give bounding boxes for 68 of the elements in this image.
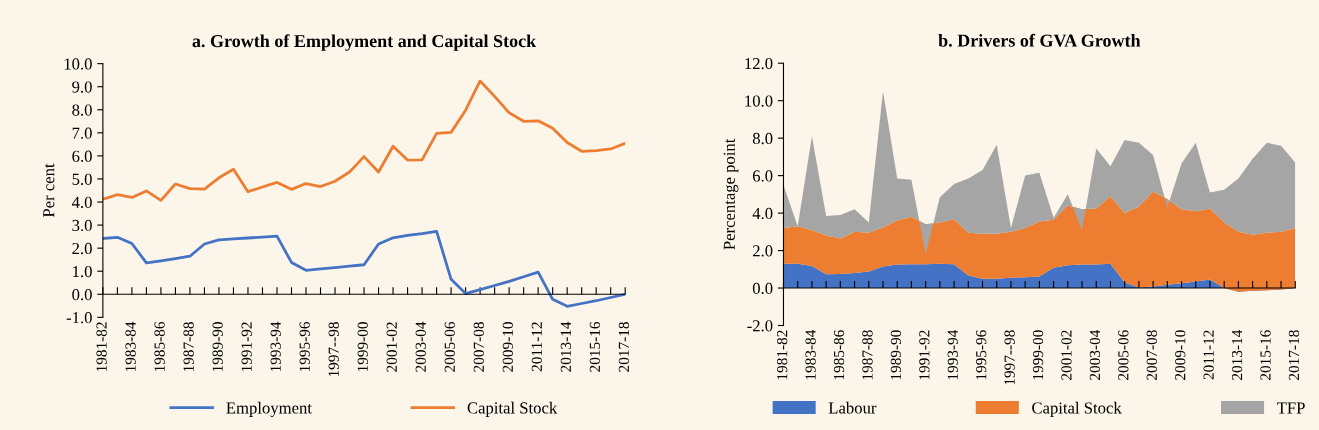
x-tick-label: 1985-86 xyxy=(833,330,845,380)
x-tick-label: 2003-04 xyxy=(415,321,426,372)
x-tick-label: 1985-86 xyxy=(154,321,165,372)
y-tick-label: 4.0 xyxy=(71,196,92,209)
y-tick-label: 5.0 xyxy=(72,173,92,185)
y-tick-label: 7.0 xyxy=(72,127,92,139)
legend-label: Labour xyxy=(828,401,877,414)
x-tick-label: 1993-94 xyxy=(270,321,281,372)
x-tick-label: 2015-16 xyxy=(589,321,601,372)
x-tick-label: 1989-90 xyxy=(890,330,902,380)
x-tick-label: 2009-10 xyxy=(1175,330,1186,380)
legend-label: Capital Stock xyxy=(1032,401,1122,417)
x-tick-label: 1981-82 xyxy=(96,322,107,372)
y-tick-label: 8.0 xyxy=(72,104,92,116)
chart-title: b. Drivers of GVA Growth xyxy=(938,33,1141,47)
x-tick-label: 2005-06 xyxy=(444,321,455,372)
line-series xyxy=(102,79,626,202)
y-tick-label: 6.0 xyxy=(752,170,773,182)
chart-title: a. Growth of Employment and Capital Stock xyxy=(192,34,537,51)
y-tick-label: 2.0 xyxy=(72,242,92,255)
y-tick-label: 4.0 xyxy=(752,207,773,220)
y-tick-label: 10.0 xyxy=(745,95,773,107)
legend-label: TFP xyxy=(1277,402,1305,414)
x-tick-label: 1983-84 xyxy=(805,329,816,380)
x-tick-label: 1995-96 xyxy=(299,321,310,372)
x-tick-label: 2011-12 xyxy=(531,322,542,372)
y-tick-label: 0.0 xyxy=(72,288,92,301)
x-tick-label: 1997--98 xyxy=(1004,330,1015,385)
y-tick-label: 0.0 xyxy=(752,282,773,295)
y-tick-label: 2.0 xyxy=(752,245,773,257)
x-tick-label: 1989-90 xyxy=(212,322,223,372)
legend-label: Capital Stock xyxy=(467,401,558,417)
y-tick-label: 3.0 xyxy=(72,219,92,232)
x-tick-label: 2015-16 xyxy=(1260,330,1271,380)
y-axis-title: Percentage point xyxy=(723,138,739,250)
x-tick-label: 1993-94 xyxy=(947,329,958,380)
y-tick-label: -2.0 xyxy=(747,320,773,332)
x-tick-label: 2013-14 xyxy=(560,321,571,372)
x-tick-label: 1991-92 xyxy=(919,330,930,380)
x-tick-label: 2017-18 xyxy=(618,322,630,372)
x-tick-label: 2007-08 xyxy=(473,322,484,372)
y-tick-label: 6.0 xyxy=(72,150,92,162)
x-tick-label: 2011-12 xyxy=(1203,330,1214,380)
x-tick-label: 1987-88 xyxy=(183,322,194,372)
y-tick-label: 10.0 xyxy=(64,58,92,70)
x-tick-label: 1999-00 xyxy=(357,322,368,372)
y-tick-label: 1.0 xyxy=(73,265,92,278)
x-tick-label: 2005-06 xyxy=(1118,330,1129,380)
x-tick-label: 1991-92 xyxy=(241,322,252,372)
y-tick-label: 8.0 xyxy=(752,132,773,145)
x-tick-label: 1987-88 xyxy=(862,330,873,380)
y-tick-label: 12.0 xyxy=(745,57,773,70)
x-tick-label: 2003-04 xyxy=(1089,329,1101,380)
x-tick-label: 1981-82 xyxy=(777,330,788,380)
x-tick-label: 1995-96 xyxy=(976,330,987,380)
y-axis-title: Per cent xyxy=(43,163,55,218)
x-tick-label: 2017-18 xyxy=(1288,330,1300,380)
legend-label: Employment xyxy=(226,401,312,417)
x-tick-label: 2001-02 xyxy=(1061,330,1072,380)
x-tick-label: 2009-10 xyxy=(502,322,513,372)
y-tick-label: 9.0 xyxy=(72,81,92,93)
x-tick-label: 1999-00 xyxy=(1032,330,1044,380)
y-tick-label: -1.0 xyxy=(66,312,92,324)
x-tick-label: 1983-84 xyxy=(125,321,136,372)
x-tick-label: 1997--98 xyxy=(328,322,339,377)
x-tick-label: 2001-02 xyxy=(386,322,397,372)
x-tick-label: 2007-08 xyxy=(1146,330,1157,380)
x-tick-label: 2013-14 xyxy=(1231,329,1243,380)
